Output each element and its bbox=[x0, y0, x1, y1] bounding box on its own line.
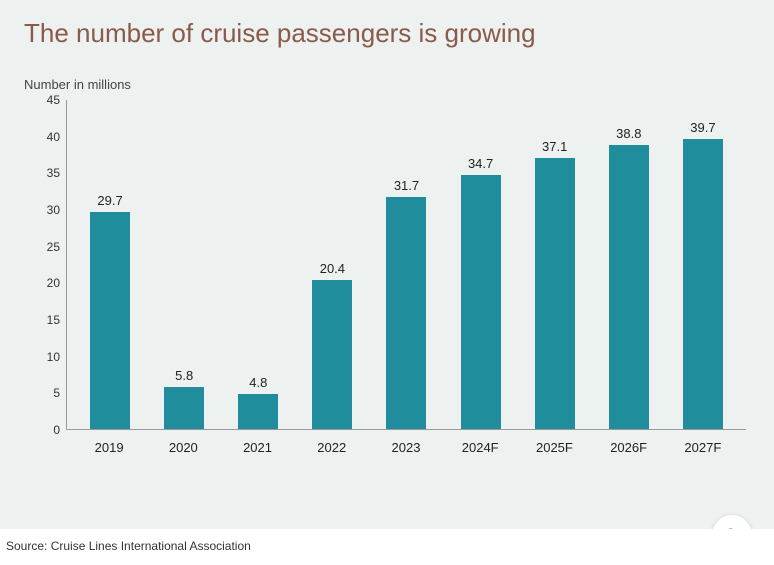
bar-value-label: 34.7 bbox=[468, 156, 493, 171]
bar-slot: 4.8 bbox=[221, 100, 295, 429]
bar-value-label: 29.7 bbox=[97, 193, 122, 208]
bar-value-label: 37.1 bbox=[542, 139, 567, 154]
bar-value-label: 39.7 bbox=[690, 120, 715, 135]
x-tick-label: 2027F bbox=[666, 434, 740, 460]
chart-area: 051015202530354045 29.75.84.820.431.734.… bbox=[32, 100, 750, 460]
x-tick-label: 2024F bbox=[443, 434, 517, 460]
bar bbox=[164, 387, 204, 429]
x-tick-label: 2021 bbox=[220, 434, 294, 460]
bar bbox=[238, 394, 278, 429]
bar bbox=[535, 158, 575, 429]
bar-value-label: 38.8 bbox=[616, 126, 641, 141]
chart-panel: The number of cruise passengers is growi… bbox=[0, 0, 774, 565]
bar-slot: 29.7 bbox=[73, 100, 147, 429]
x-tick-label: 2023 bbox=[369, 434, 443, 460]
source-footer: Source: Cruise Lines International Assoc… bbox=[0, 529, 774, 565]
bar bbox=[461, 175, 501, 429]
chart-title: The number of cruise passengers is growi… bbox=[24, 18, 750, 49]
bar-value-label: 4.8 bbox=[249, 375, 267, 390]
bar-slot: 38.8 bbox=[592, 100, 666, 429]
bar-slot: 34.7 bbox=[444, 100, 518, 429]
bar-slot: 5.8 bbox=[147, 100, 221, 429]
x-axis: 201920202021202220232024F2025F2026F2027F bbox=[66, 434, 746, 460]
x-tick-label: 2022 bbox=[295, 434, 369, 460]
bar bbox=[609, 145, 649, 429]
bar-slot: 20.4 bbox=[295, 100, 369, 429]
y-tick: 30 bbox=[32, 203, 60, 217]
x-tick-label: 2019 bbox=[72, 434, 146, 460]
bar bbox=[312, 280, 352, 429]
y-tick: 40 bbox=[32, 130, 60, 144]
x-tick-label: 2026F bbox=[592, 434, 666, 460]
bar-slot: 31.7 bbox=[369, 100, 443, 429]
y-tick: 25 bbox=[32, 240, 60, 254]
y-tick: 0 bbox=[32, 423, 60, 437]
y-tick: 15 bbox=[32, 313, 60, 327]
bar-value-label: 5.8 bbox=[175, 368, 193, 383]
bar bbox=[386, 197, 426, 429]
y-tick: 10 bbox=[32, 350, 60, 364]
source-text: Source: Cruise Lines International Assoc… bbox=[6, 539, 251, 553]
bar-slot: 39.7 bbox=[666, 100, 740, 429]
plot-area: 29.7 5.8 4.8 20.4 31.7 34.7 37.1 38.8 39.7 bbox=[66, 100, 746, 430]
y-axis: 051015202530354045 bbox=[32, 100, 60, 430]
bar-slot: 37.1 bbox=[518, 100, 592, 429]
x-tick-label: 2020 bbox=[146, 434, 220, 460]
bar-value-label: 31.7 bbox=[394, 178, 419, 193]
bar bbox=[90, 212, 130, 429]
bar-value-label: 20.4 bbox=[320, 261, 345, 276]
y-tick: 20 bbox=[32, 276, 60, 290]
y-tick: 45 bbox=[32, 93, 60, 107]
bars-container: 29.7 5.8 4.8 20.4 31.7 34.7 37.1 38.8 39.7 bbox=[67, 100, 746, 429]
bar bbox=[683, 139, 723, 429]
y-tick: 5 bbox=[32, 386, 60, 400]
x-tick-label: 2025F bbox=[517, 434, 591, 460]
y-tick: 35 bbox=[32, 166, 60, 180]
y-axis-label: Number in millions bbox=[24, 77, 750, 92]
